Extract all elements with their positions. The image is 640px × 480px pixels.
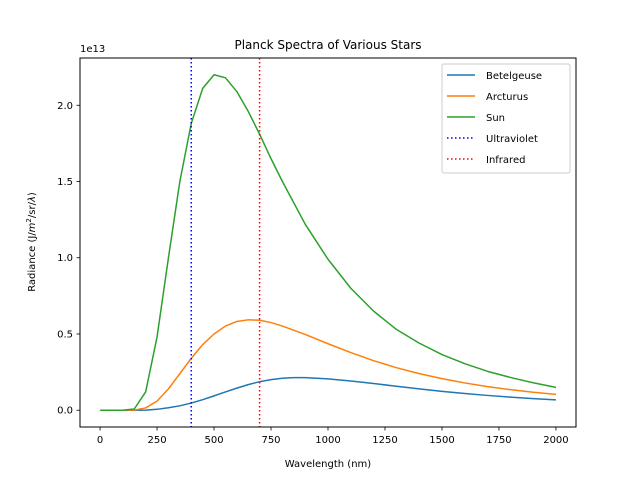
legend-label-betelgeuse: Betelgeuse: [486, 71, 542, 82]
y-offset-label: 1e13: [80, 44, 105, 55]
legend-label-infrared: Infrared: [486, 155, 525, 166]
legend-label-arcturus: Arcturus: [486, 92, 528, 103]
x-axis-label: Wavelength (nm): [285, 459, 371, 470]
x-tick-label: 750: [261, 435, 280, 446]
y-tick-label: 1.0: [57, 253, 73, 264]
y-axis-ticks: 0.0 0.5 1.0 1.5 2.0: [57, 101, 80, 417]
y-axis-label-part-6: ): [27, 192, 38, 196]
y-axis-label-part-2: m: [27, 222, 38, 232]
x-tick-label: 1250: [372, 435, 397, 446]
x-tick-label: 1500: [429, 435, 454, 446]
x-axis-ticks: 0 250 500 750 1000 1250 1500 1750 2000: [97, 427, 569, 446]
y-axis-label: Radiance (J/m2/sr/λ): [25, 192, 38, 292]
vline-layer: [190, 58, 261, 427]
y-axis-label-part-5: λ: [27, 196, 38, 203]
y-axis-label-part-1: Radiance (J/: [27, 232, 38, 292]
y-tick-label: 1.5: [57, 177, 73, 188]
legend-label-ultraviolet: Ultraviolet: [486, 134, 538, 145]
y-tick-label: 0.5: [57, 329, 73, 340]
series-layer: [100, 74, 557, 411]
x-tick-label: 0: [97, 435, 103, 446]
x-tick-label: 1750: [486, 435, 511, 446]
legend: Betelgeuse Arcturus Sun Ultraviolet Infrared: [441, 63, 571, 174]
x-tick-label: 2000: [543, 435, 568, 446]
series-line-sun: [100, 74, 557, 411]
series-line-betelgeuse: [100, 376, 556, 411]
legend-label-sun: Sun: [486, 113, 505, 124]
y-axis-label-part-3: 2: [25, 218, 33, 222]
y-tick-label: 2.0: [57, 101, 73, 112]
x-tick-label: 1000: [315, 435, 340, 446]
plot-area: [100, 58, 557, 427]
y-axis-label-part-4: /sr/: [27, 201, 38, 218]
x-tick-label: 500: [204, 435, 223, 446]
x-tick-label: 250: [147, 435, 166, 446]
series-line-arcturus: [100, 319, 557, 411]
chart-title: Planck Spectra of Various Stars: [234, 38, 421, 52]
y-tick-label: 0.0: [57, 406, 73, 417]
legend-box: [441, 63, 571, 174]
